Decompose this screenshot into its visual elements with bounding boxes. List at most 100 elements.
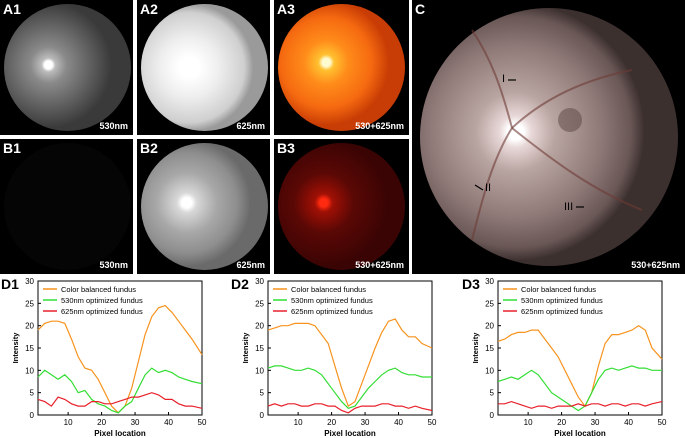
- panel-label: A2: [140, 1, 158, 17]
- fundus-image: [4, 143, 131, 270]
- panel-label: C: [415, 1, 426, 17]
- x-axis-label: Pixel location: [554, 429, 606, 438]
- wavelength-label: 530nm: [99, 260, 128, 270]
- vessel-overlay: [471, 29, 643, 241]
- y-tick-label: 0: [490, 411, 495, 420]
- chart-label: D3: [462, 276, 480, 292]
- legend-label: 530nm optimized fundus: [61, 296, 143, 305]
- macula: [558, 108, 582, 132]
- chart-d1: 0 5 10 15 20 25 30 10 20 30 40 50 Pixel location Inte…: [11, 277, 207, 438]
- x-tick-label: 20: [97, 418, 106, 427]
- legend-label: Color balanced fundus: [291, 285, 366, 294]
- y-tick-label: 15: [255, 344, 264, 353]
- series-line: [267, 365, 432, 409]
- legend-label: Color balanced fundus: [521, 285, 596, 294]
- y-tick-label: 0: [260, 411, 265, 420]
- fundus-image: [141, 143, 268, 270]
- x-tick-label: 40: [164, 418, 173, 427]
- y-tick-label: 20: [255, 322, 264, 331]
- x-tick-label: 50: [428, 418, 437, 427]
- y-tick-label: 10: [255, 366, 264, 375]
- panel-label: A3: [277, 1, 295, 17]
- chart-d3: 0 5 10 15 20 25 30 10 20 30 40 50 Pixel location Inte…: [471, 277, 667, 438]
- y-tick-label: 30: [255, 277, 264, 286]
- series-line: [267, 318, 433, 408]
- y-tick-label: 10: [485, 366, 494, 375]
- y-tick-label: 25: [255, 299, 264, 308]
- y-tick-label: 5: [260, 389, 265, 398]
- y-tick-label: 20: [485, 322, 494, 331]
- vessel: [471, 29, 513, 129]
- chart-label: D2: [231, 276, 249, 292]
- panel-a3: A3 530+625nm: [274, 0, 409, 135]
- vessel: [471, 127, 513, 241]
- series-line: [267, 403, 433, 414]
- panel-label: B1: [3, 140, 21, 156]
- wavelength-label: 625nm: [236, 121, 265, 131]
- y-axis-label: Intensity: [241, 332, 250, 364]
- series-line: [37, 304, 203, 414]
- fundus-image: [4, 4, 131, 131]
- panel-c: I II III C 530+625nm: [412, 0, 685, 274]
- y-tick-label: 15: [25, 344, 34, 353]
- x-tick-label: 20: [327, 418, 336, 427]
- vessel: [511, 127, 643, 211]
- panel-a2: A2 625nm: [137, 0, 270, 135]
- series-line: [497, 365, 662, 412]
- series-line: [497, 324, 663, 408]
- x-tick-label: 50: [658, 418, 667, 427]
- fundus-image: [278, 143, 405, 270]
- wavelength-label: 530nm: [99, 121, 128, 131]
- wavelength-label: 530+625nm: [631, 260, 680, 270]
- y-tick-label: 5: [490, 389, 495, 398]
- x-axis-label: Pixel location: [324, 429, 376, 438]
- x-tick-label: 50: [198, 418, 207, 427]
- x-axis-label: Pixel location: [94, 429, 146, 438]
- y-axis-label: Intensity: [11, 332, 20, 364]
- panel-label: B3: [277, 140, 295, 156]
- x-tick-label: 40: [394, 418, 403, 427]
- series-line: [37, 392, 203, 409]
- x-tick-label: 30: [361, 418, 370, 427]
- series-line: [37, 367, 203, 414]
- panel-a1: A1 530nm: [0, 0, 133, 135]
- x-tick-label: 10: [64, 418, 73, 427]
- wavelength-label: 530+625nm: [355, 121, 404, 131]
- fundus-image: [278, 4, 405, 131]
- marker-ii: II: [485, 182, 492, 194]
- legend-label: 530nm optimized fundus: [291, 296, 373, 305]
- legend-label: Color balanced fundus: [61, 285, 136, 294]
- fundus-image: [141, 4, 268, 131]
- x-tick-label: 20: [557, 418, 566, 427]
- chart-d2: 0 5 10 15 20 25 30 10 20 30 40 50 Pixel location Inte…: [241, 277, 437, 438]
- y-tick-label: 30: [25, 277, 34, 286]
- y-tick-label: 25: [485, 299, 494, 308]
- x-tick-label: 40: [624, 418, 633, 427]
- marker-i: I: [502, 73, 506, 85]
- y-tick-label: 0: [30, 411, 35, 420]
- y-tick-label: 10: [25, 366, 34, 375]
- panel-label: B2: [140, 140, 158, 156]
- vessel: [511, 69, 633, 129]
- x-tick-label: 10: [294, 418, 303, 427]
- wavelength-label: 530+625nm: [355, 260, 404, 270]
- panel-b3: B3 530+625nm: [274, 139, 409, 274]
- x-tick-label: 10: [524, 418, 533, 427]
- chart-label: D1: [1, 276, 19, 292]
- y-tick-label: 5: [30, 389, 35, 398]
- wavelength-label: 625nm: [236, 260, 265, 270]
- marker-ii-line: [474, 184, 484, 191]
- x-tick-label: 30: [131, 418, 140, 427]
- legend-label: 625nm optimized fundus: [61, 307, 143, 316]
- y-tick-label: 15: [485, 344, 494, 353]
- x-tick-label: 30: [591, 418, 600, 427]
- panel-b2: B2 625nm: [137, 139, 270, 274]
- series-line: [498, 400, 663, 409]
- legend-label: 625nm optimized fundus: [291, 307, 373, 316]
- marker-iii: III: [564, 201, 574, 213]
- y-tick-label: 20: [25, 322, 34, 331]
- y-tick-label: 30: [485, 277, 494, 286]
- panel-label: A1: [3, 1, 21, 17]
- fundus-image: [420, 8, 678, 266]
- legend-label: 625nm optimized fundus: [521, 307, 603, 316]
